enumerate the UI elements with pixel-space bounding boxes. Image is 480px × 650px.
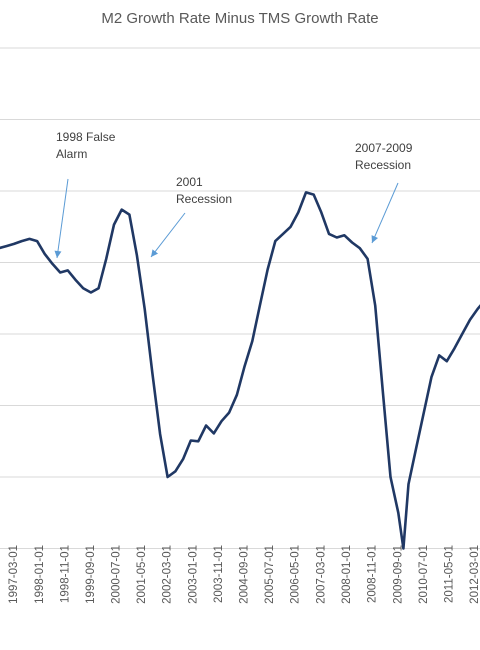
annotation-arrow bbox=[150, 212, 186, 258]
x-axis-tick-labels: 1997-03-01 1998-01-01 1998-11-01 1999-09-01… bbox=[8, 545, 480, 604]
annotation-arrowhead bbox=[151, 249, 159, 257]
annotation-arrow bbox=[56, 178, 69, 259]
x-tick-label: 2004-09-01 bbox=[239, 545, 251, 604]
x-tick-label: 2000-07-01 bbox=[111, 545, 123, 604]
x-tick-label: 2003-01-01 bbox=[187, 545, 199, 604]
x-tick-label: 2010-07-01 bbox=[418, 545, 430, 604]
annotation: 2007-2009 Recession bbox=[355, 141, 413, 244]
annotation-arrowhead bbox=[371, 235, 378, 243]
x-tick-label: 2012-03-01 bbox=[469, 545, 480, 604]
x-tick-label: 2001-05-01 bbox=[136, 545, 148, 604]
annotation-text: Recession bbox=[176, 192, 232, 206]
annotation-arrowhead bbox=[54, 250, 62, 258]
annotation-text: Recession bbox=[355, 158, 411, 172]
chart-title: M2 Growth Rate Minus TMS Growth Rate bbox=[101, 10, 378, 27]
annotation-text: 1998 False bbox=[56, 130, 116, 144]
x-tick-label: 2008-11-01 bbox=[367, 545, 379, 603]
annotation: 1998 False Alarm bbox=[54, 130, 116, 259]
x-tick-label: 2006-05-01 bbox=[290, 545, 302, 604]
series-line-0 bbox=[0, 191, 480, 550]
x-tick-label: 1997-03-01 bbox=[8, 545, 20, 604]
x-tick-label: 1998-11-01 bbox=[59, 545, 71, 603]
annotation-text: 2007-2009 bbox=[355, 141, 413, 155]
x-tick-label: 2009-09-01 bbox=[392, 545, 404, 604]
annotation-arrow bbox=[371, 182, 399, 244]
annotations: 1998 False Alarm 2001 Recession 2007-2009 Rec… bbox=[54, 130, 413, 259]
series-layer bbox=[0, 191, 480, 550]
x-tick-label: 2002-03-01 bbox=[162, 545, 174, 604]
x-tick-label: 1999-09-01 bbox=[85, 545, 97, 604]
x-tick-label: 2008-01-01 bbox=[341, 545, 353, 604]
x-tick-label: 1998-01-01 bbox=[34, 545, 46, 604]
annotation: 2001 Recession bbox=[150, 175, 232, 258]
x-tick-label: 2005-07-01 bbox=[264, 545, 276, 604]
annotation-text: 2001 bbox=[176, 175, 203, 189]
annotation-text: Alarm bbox=[56, 147, 87, 161]
x-tick-label: 2007-03-01 bbox=[315, 545, 327, 604]
gridlines bbox=[0, 47, 480, 549]
x-tick-label: 2011-05-01 bbox=[443, 545, 455, 603]
x-tick-label: 2003-11-01 bbox=[213, 545, 225, 603]
